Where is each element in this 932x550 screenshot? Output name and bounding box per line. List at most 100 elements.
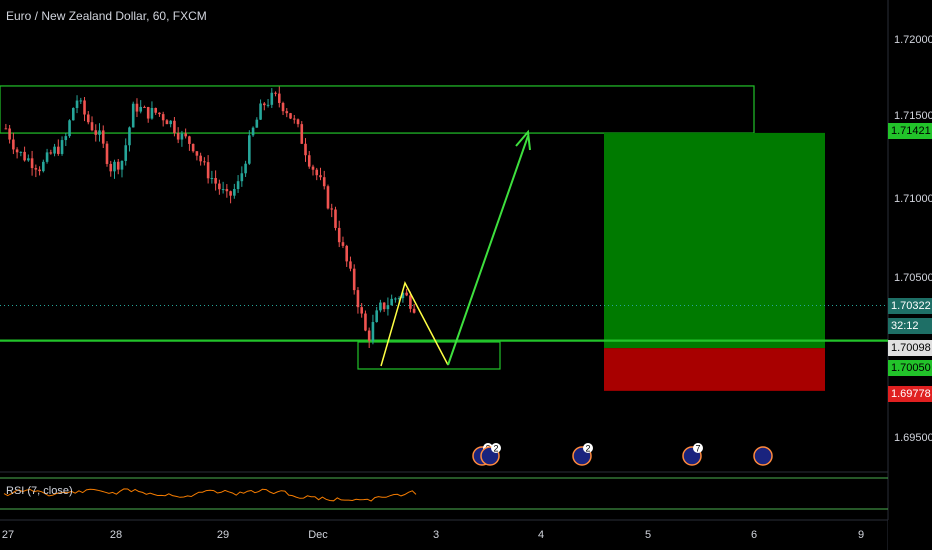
- candle-body: [71, 108, 75, 121]
- candle-body: [124, 145, 128, 161]
- candle-body: [255, 119, 259, 128]
- candle-body: [173, 120, 176, 134]
- candle-body: [322, 177, 326, 187]
- axis-corner: [888, 520, 932, 550]
- stop-price-badge: 1.69778: [888, 386, 932, 402]
- candle-body: [405, 292, 408, 296]
- candle-body: [4, 128, 8, 130]
- candle-body: [64, 136, 68, 141]
- candle-body: [285, 111, 289, 114]
- candle-body: [334, 209, 337, 228]
- candle-body: [349, 261, 352, 269]
- event-marker: [753, 446, 773, 466]
- candle-body: [352, 268, 356, 291]
- candle-body: [304, 143, 307, 156]
- candle-body: [277, 93, 281, 103]
- candle-body: [315, 169, 319, 176]
- candle-body: [240, 173, 244, 182]
- candle-body: [60, 140, 64, 154]
- candle-body: [248, 135, 251, 164]
- candle-body: [38, 169, 41, 172]
- candle-body: [375, 310, 378, 323]
- candle-body: [105, 143, 109, 164]
- candle-body: [27, 158, 30, 161]
- pattern-line: [380, 280, 449, 367]
- support-price-badge: 1.70098: [888, 340, 932, 356]
- x-tick-27: 27: [1, 529, 15, 541]
- candle-body: [191, 143, 195, 152]
- x-tick-9: 9: [857, 529, 865, 541]
- candle-body: [218, 183, 221, 190]
- candle-body: [109, 163, 113, 172]
- candle-body: [236, 181, 240, 190]
- event-count: 2: [585, 444, 590, 454]
- candle-body: [266, 104, 270, 106]
- event-count: 7: [695, 444, 700, 454]
- entry-price-badge: 1.70050: [888, 360, 932, 376]
- candle-body: [68, 120, 71, 137]
- candle-body: [390, 298, 393, 306]
- candle-body: [180, 133, 184, 140]
- candle-body: [356, 290, 360, 308]
- candle-body: [292, 118, 296, 120]
- candle-body: [176, 133, 180, 140]
- candle-body: [229, 191, 232, 196]
- y-tick-1.70500: 1.70500: [894, 272, 932, 284]
- candle-body: [206, 162, 210, 179]
- candle-body: [113, 161, 116, 172]
- candle-body: [244, 163, 247, 174]
- candle-body: [90, 122, 94, 131]
- projection-arrow-head: [515, 129, 531, 151]
- x-tick-6: 6: [750, 529, 758, 541]
- candle-body: [409, 295, 412, 309]
- candle-body: [330, 208, 334, 210]
- y-tick-1.71500: 1.71500: [894, 110, 932, 122]
- x-tick-5: 5: [644, 529, 652, 541]
- candle-body: [371, 322, 375, 341]
- y-tick-1.72000: 1.72000: [894, 34, 932, 46]
- candle-body: [75, 100, 79, 109]
- event-badge: [693, 443, 703, 453]
- candle-body: [120, 160, 124, 170]
- candle-body: [8, 128, 11, 140]
- stop-zone: [604, 348, 825, 391]
- candle-body: [34, 168, 38, 170]
- x-tick-dec: Dec: [308, 529, 328, 541]
- x-tick-28: 28: [109, 529, 123, 541]
- candle-body: [319, 175, 322, 178]
- x-tick-4: 4: [537, 529, 545, 541]
- candle-body: [146, 107, 150, 119]
- rsi-line: [3, 488, 417, 502]
- candle-body: [12, 139, 15, 150]
- candle-body: [307, 155, 311, 167]
- countdown-badge: 32:12: [888, 318, 932, 334]
- candle-body: [116, 161, 120, 170]
- candle-body: [412, 308, 416, 313]
- x-tick-3: 3: [432, 529, 440, 541]
- candle-body: [128, 127, 131, 146]
- candle-body: [233, 189, 236, 196]
- candle-body: [401, 292, 405, 299]
- event-count: 2: [493, 444, 498, 454]
- candle-body: [199, 155, 202, 162]
- candle-body: [289, 113, 292, 119]
- candle-body: [270, 92, 274, 105]
- projection-arrow: [447, 135, 529, 366]
- event-badge: [583, 443, 593, 453]
- candle-body: [382, 302, 386, 310]
- candle-body: [364, 313, 367, 331]
- candle-body: [397, 298, 401, 300]
- candle-body: [251, 127, 255, 136]
- target-price-badge: 1.71421: [888, 123, 932, 139]
- candle-body: [386, 305, 390, 310]
- candle-body: [188, 136, 191, 144]
- resistance-zone: [0, 85, 755, 134]
- entry-zone: [357, 341, 501, 370]
- candle-body: [367, 330, 371, 341]
- candle-body: [360, 307, 363, 314]
- candle-body: [143, 106, 146, 108]
- candle-body: [45, 152, 49, 162]
- candle-body: [281, 102, 285, 112]
- candle-body: [221, 189, 225, 191]
